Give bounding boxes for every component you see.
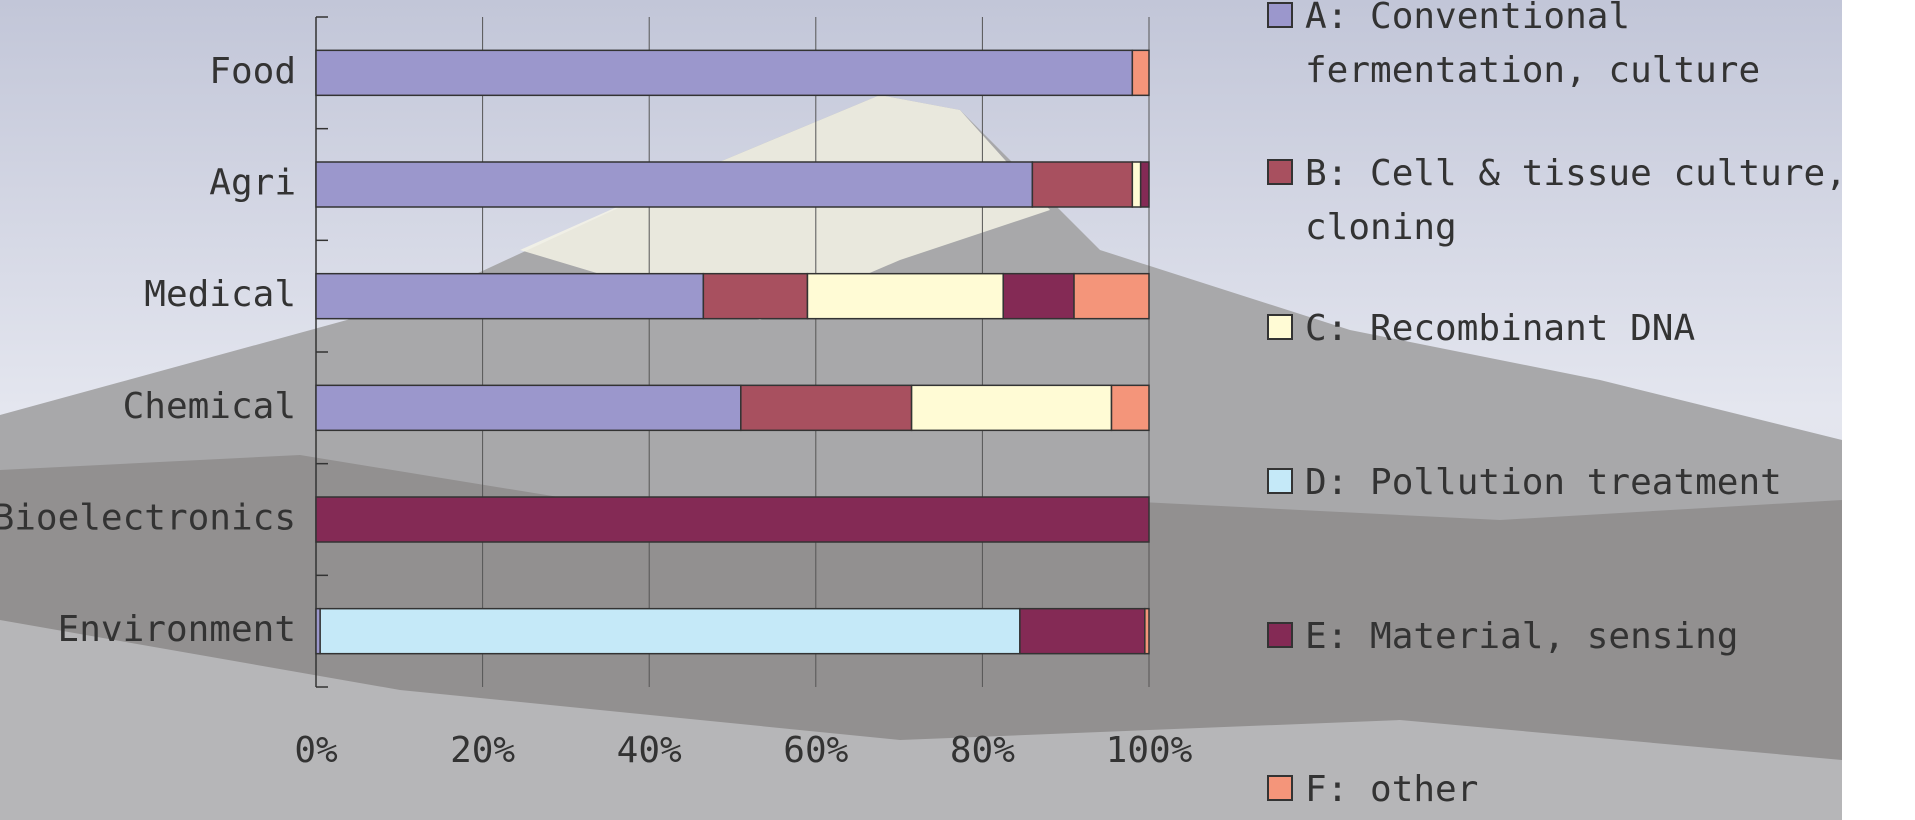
y-tick-label: Environment (58, 609, 296, 650)
bar-segment (1003, 274, 1074, 319)
legend-label: B: Cell & tissue culture, cloning (1305, 147, 1905, 255)
y-tick-label: Medical (144, 274, 296, 315)
bar-segment (316, 50, 1132, 95)
x-tick-label: 60% (783, 730, 848, 771)
page: 0% 20% 40% 60% 80% 100% Food Agri Medical Chemica… (0, 0, 1915, 820)
bar-segment (316, 162, 1032, 207)
legend-item: A: Conventional fermentation, culture (1267, 0, 1907, 98)
x-tick-label: 20% (450, 730, 515, 771)
legend-item: D: Pollution treatment (1267, 456, 1907, 510)
y-tick-label: Agri (209, 163, 296, 204)
bar-segment (316, 385, 741, 430)
x-tick-label: 80% (950, 730, 1015, 771)
legend-swatch (1267, 622, 1293, 648)
bar-segment (1020, 609, 1145, 654)
bar-segment (1145, 609, 1149, 654)
bar-segment (316, 497, 1149, 542)
legend-swatch (1267, 775, 1293, 801)
bar-segment (1112, 385, 1149, 430)
bar-segment (807, 274, 1003, 319)
legend-label: C: Recombinant DNA (1305, 302, 1905, 356)
bar-segment (320, 609, 1020, 654)
x-tick-label: 0% (294, 730, 338, 771)
legend-item: B: Cell & tissue culture, cloning (1267, 147, 1907, 255)
bar-segment (316, 274, 703, 319)
legend-label: A: Conventional fermentation, culture (1305, 0, 1905, 98)
legend-label: E: Material, sensing (1305, 610, 1905, 664)
legend-swatch (1267, 2, 1293, 28)
bar-segment (1032, 162, 1132, 207)
chart: 0% 20% 40% 60% 80% 100% Food Agri Medical Chemica… (0, 0, 1915, 820)
bar-segment (1141, 162, 1149, 207)
legend-label: D: Pollution treatment (1305, 456, 1905, 510)
y-tick-label: Food (209, 51, 296, 92)
x-tick-label: 40% (617, 730, 682, 771)
y-tick-label: Bioelectronics (0, 498, 296, 539)
legend-item: C: Recombinant DNA (1267, 302, 1907, 356)
legend-swatch (1267, 468, 1293, 494)
bar-segment (1132, 162, 1140, 207)
legend-swatch (1267, 314, 1293, 340)
legend-item: E: Material, sensing (1267, 610, 1907, 664)
x-tick-label: 100% (1106, 730, 1193, 771)
legend-swatch (1267, 159, 1293, 185)
legend-item: F: other (1267, 763, 1907, 817)
bar-segment (1132, 50, 1149, 95)
bar-segment (912, 385, 1112, 430)
bar-segment (741, 385, 912, 430)
y-tick-label: Chemical (123, 386, 296, 427)
bar-segment (703, 274, 807, 319)
legend-label: F: other (1305, 763, 1905, 817)
bar-segment (1074, 274, 1149, 319)
